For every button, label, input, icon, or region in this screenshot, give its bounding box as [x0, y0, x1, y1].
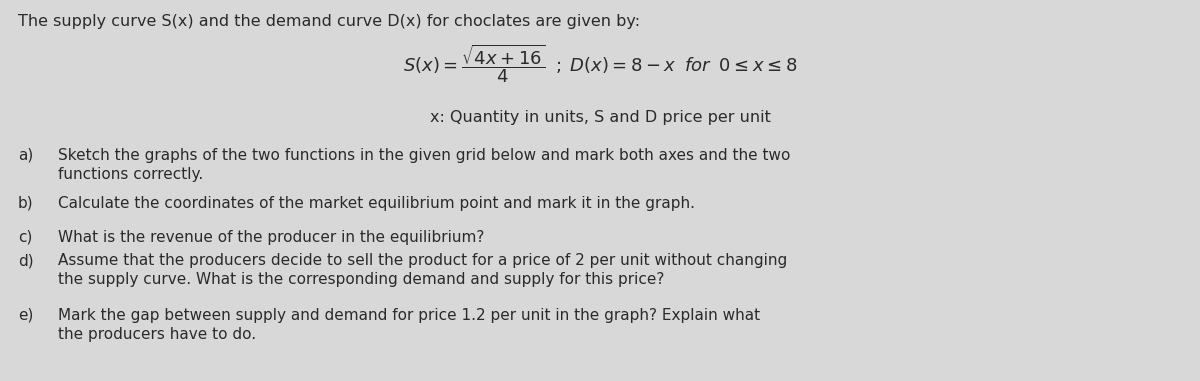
Text: e): e) [18, 308, 34, 323]
Text: Sketch the graphs of the two functions in the given grid below and mark both axe: Sketch the graphs of the two functions i… [58, 148, 791, 182]
Text: Assume that the producers decide to sell the product for a price of 2 per unit w: Assume that the producers decide to sell… [58, 253, 787, 287]
Text: x: Quantity in units, S and D price per unit: x: Quantity in units, S and D price per … [430, 110, 770, 125]
Text: What is the revenue of the producer in the equilibrium?: What is the revenue of the producer in t… [58, 230, 485, 245]
Text: Mark the gap between supply and demand for price 1.2 per unit in the graph? Expl: Mark the gap between supply and demand f… [58, 308, 760, 342]
Text: $S(x) = \dfrac{\sqrt{4x + 16}}{4}$$\;\;;\; D(x) = 8 - x \;\; for \;\; 0 \leq x \: $S(x) = \dfrac{\sqrt{4x + 16}}{4}$$\;\;;… [403, 42, 797, 85]
Text: a): a) [18, 148, 34, 163]
Text: c): c) [18, 230, 32, 245]
Text: b): b) [18, 196, 34, 211]
Text: The supply curve S(x) and the demand curve D(x) for choclates are given by:: The supply curve S(x) and the demand cur… [18, 14, 640, 29]
Text: Calculate the coordinates of the market equilibrium point and mark it in the gra: Calculate the coordinates of the market … [58, 196, 695, 211]
Text: d): d) [18, 253, 34, 268]
